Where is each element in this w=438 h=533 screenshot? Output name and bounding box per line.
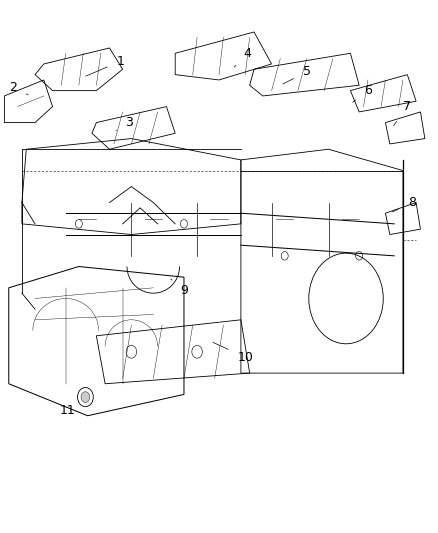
Text: 3: 3 [116, 116, 133, 131]
Text: 11: 11 [60, 401, 79, 417]
Text: 2: 2 [9, 82, 28, 95]
Text: 6: 6 [353, 84, 372, 102]
Text: 7: 7 [394, 100, 411, 126]
Text: 9: 9 [171, 279, 188, 297]
Text: 10: 10 [213, 342, 253, 364]
Text: 8: 8 [392, 196, 416, 212]
Text: 1: 1 [86, 55, 124, 76]
Text: 5: 5 [283, 66, 311, 84]
Text: 4: 4 [234, 47, 251, 67]
Circle shape [81, 392, 90, 402]
